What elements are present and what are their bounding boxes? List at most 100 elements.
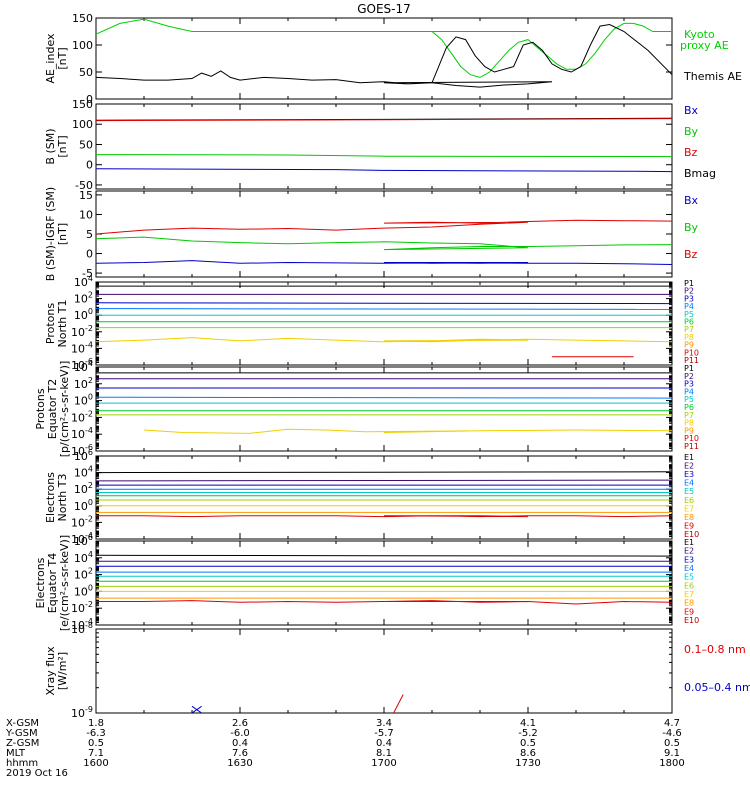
series-line	[96, 515, 672, 518]
legend-entry: P5	[684, 395, 694, 404]
y-tick-label: 104	[74, 359, 93, 374]
legend-entry: P10	[684, 348, 699, 357]
panel-frame	[95, 540, 673, 626]
y-axis-label: AE_index	[44, 33, 57, 84]
y-tick-label: 100	[72, 39, 93, 52]
series-line	[143, 428, 672, 434]
y-tick-label: 102	[74, 376, 93, 391]
x-row-value: -6.3	[86, 728, 106, 739]
legend-entry: Bmag	[684, 167, 716, 180]
y-tick-label: 150	[72, 12, 93, 25]
x-row-value: 7.1	[88, 748, 104, 759]
x-row-value: 4.1	[520, 718, 536, 729]
series-line	[96, 23, 672, 88]
y-axis-label: Electrons	[34, 557, 47, 608]
x-row-value: 3.4	[376, 718, 392, 729]
y-tick-label: 10-2	[71, 514, 93, 529]
x-row-value: 0.4	[376, 738, 392, 749]
y-axis-label: [nT]	[56, 47, 69, 69]
y-tick-label: 100	[74, 393, 93, 408]
y-tick-label: 106	[74, 448, 93, 463]
legend-entry: E3	[684, 555, 694, 564]
y-tick-label: 50	[79, 138, 93, 151]
legend-entry: Kyoto	[684, 28, 715, 41]
y-tick-label: 15	[79, 189, 93, 202]
legend-entry: P6	[684, 403, 694, 412]
y-tick-label: 10-8	[71, 621, 93, 636]
y-axis-label: Protons	[44, 303, 57, 344]
legend-entry: Bx	[684, 194, 699, 207]
y-tick-label: -50	[75, 179, 93, 192]
y-tick-label: 104	[74, 274, 93, 289]
y-tick-label: 104	[74, 550, 93, 565]
x-row-value: 1.8	[88, 718, 104, 729]
panel-frame	[95, 17, 673, 100]
x-row-value: 0.5	[88, 738, 104, 749]
legend-entry: E4	[684, 564, 694, 573]
legend-entry: P1	[684, 364, 694, 373]
panel-b_sm: -50 0 50 100 150 B (SM) [nT] Bx By Bz Bmag	[44, 98, 716, 192]
legend-entry: P7	[684, 325, 694, 334]
y-axis-label: [nT]	[56, 223, 69, 245]
series-group	[96, 208, 672, 267]
y-axis-label: [e/(cm²-s-sr-keV)]	[58, 535, 71, 631]
y-axis-label: B (SM)	[44, 128, 57, 164]
y-tick-label: 10-9	[71, 705, 93, 720]
legend-entry: E3	[684, 470, 694, 479]
x-row-value: 0.4	[232, 738, 248, 749]
x-row-value: 0.5	[520, 738, 536, 749]
legend-entry: proxy AE	[680, 39, 729, 52]
y-tick-label: 100	[74, 307, 93, 322]
panel-frame	[95, 103, 673, 190]
series-line	[96, 396, 672, 399]
y-axis-label: Protons	[34, 388, 47, 429]
legend-entry: E5	[684, 487, 694, 496]
legend-entry: E8	[684, 599, 694, 608]
x-date-label: 2019 Oct 16	[6, 768, 68, 779]
series-line	[393, 694, 404, 713]
series-line	[96, 118, 672, 122]
legend-entry: P10	[684, 434, 699, 443]
y-axis-label: [W/m²]	[56, 652, 69, 690]
x-row-value: 9.1	[664, 748, 680, 759]
legend-entry: P4	[684, 387, 694, 396]
panel-frame	[95, 366, 673, 452]
legend-entry: E4	[684, 479, 694, 488]
series-line	[96, 302, 672, 305]
series-line	[96, 554, 672, 557]
legend-entry: P7	[684, 411, 694, 420]
x-row-value: -5.7	[374, 728, 394, 739]
x-row-value: 1800	[659, 758, 684, 769]
y-tick-label: 5	[86, 228, 93, 241]
y-tick-label: 102	[74, 481, 93, 496]
panel-xray: 10-9 10-8 Xray flux [W/m²] 0.1–0.8 nm 0.05–0.…	[44, 621, 750, 720]
series-line	[191, 705, 202, 713]
legend-entry: E10	[684, 616, 699, 625]
legend-entry: P5	[684, 310, 694, 319]
y-tick-label: 10-4	[71, 340, 93, 355]
legend-entry: E1	[684, 538, 694, 547]
legend-entry: Themis AE	[683, 70, 742, 83]
x-row-label: hhmm	[6, 758, 38, 769]
legend-entry: Bz	[684, 248, 698, 261]
x-row-value: -6.0	[230, 728, 250, 739]
legend-entry: P11	[684, 442, 699, 451]
legend-entry: P11	[684, 356, 699, 365]
y-tick-label: 10-2	[71, 600, 93, 615]
series-line	[96, 337, 672, 344]
series-line	[96, 18, 672, 78]
legend-entry: P2	[684, 287, 694, 296]
series-line	[96, 208, 672, 235]
y-tick-label: 102	[74, 291, 93, 306]
series-group	[96, 471, 672, 518]
y-axis-label: [p/(cm²-s-sr-keV)]	[58, 361, 71, 458]
y-tick-label: 0	[86, 159, 93, 172]
legend-entry: P1	[684, 279, 694, 288]
